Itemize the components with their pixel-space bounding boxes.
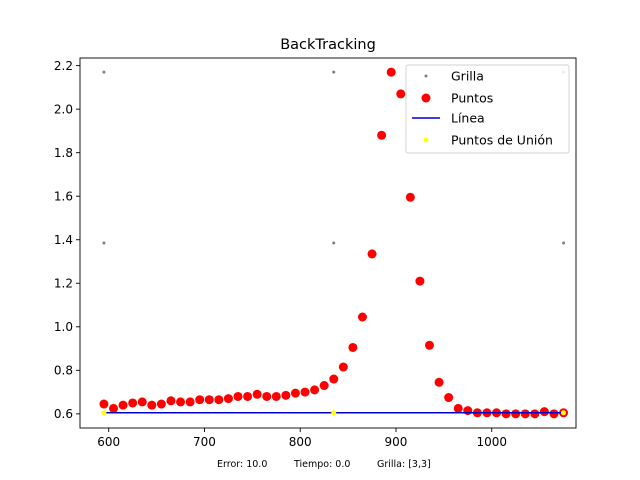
y-tick-label: 2.2 <box>54 59 73 73</box>
point-puntos <box>109 403 119 413</box>
point-puntos <box>252 389 262 399</box>
y-axis: 0.6 0.8 1.0 1.2 1.4 1.6 1.8 2.0 2.2 <box>54 59 80 421</box>
point-puntos-de-union <box>331 410 337 416</box>
point-puntos <box>415 276 425 286</box>
point-puntos <box>396 89 406 99</box>
point-puntos <box>156 399 166 409</box>
point-puntos <box>118 400 128 410</box>
point-puntos <box>223 394 233 404</box>
y-tick-label: 1.0 <box>54 320 73 334</box>
point-puntos <box>99 399 109 409</box>
y-tick-label: 0.6 <box>54 407 73 421</box>
y-tick-label: 1.2 <box>54 277 73 291</box>
footer-stats: Error: 10.0 Tiempo: 0.0 Grilla: [3,3] <box>217 459 431 470</box>
point-puntos <box>319 381 329 391</box>
x-axis: 600 700 800 900 1000 <box>97 428 507 449</box>
point-puntos <box>204 395 214 405</box>
legend-marker-puntos-union <box>423 137 429 143</box>
footer-grilla: Grilla: [3,3] <box>377 459 431 470</box>
point-puntos <box>348 342 358 352</box>
legend-label-linea: Línea <box>451 111 485 126</box>
point-puntos <box>147 400 157 410</box>
point-puntos <box>185 397 195 407</box>
y-tick-label: 1.8 <box>54 146 73 160</box>
legend-box <box>405 64 570 154</box>
point-puntos <box>367 249 377 259</box>
point-puntos <box>128 398 138 408</box>
legend-label-grilla: Grilla <box>451 69 484 84</box>
point-puntos <box>233 391 243 401</box>
x-tick-label: 800 <box>289 435 312 449</box>
point-puntos <box>453 403 463 413</box>
point-puntos <box>281 390 291 400</box>
point-puntos <box>530 409 540 419</box>
point-grilla <box>562 241 566 245</box>
point-puntos <box>262 391 272 401</box>
x-tick-label: 700 <box>193 435 216 449</box>
point-puntos-de-union <box>101 410 107 416</box>
point-puntos <box>539 407 549 417</box>
chart-title: BackTracking <box>280 37 376 53</box>
point-puntos <box>214 395 224 405</box>
legend-marker-puntos <box>421 93 431 103</box>
point-grilla <box>102 70 106 74</box>
point-puntos <box>405 192 415 202</box>
legend-marker-grilla <box>424 74 428 78</box>
legend: Grilla Puntos Línea Puntos de Unión <box>405 64 570 154</box>
point-puntos <box>463 406 473 416</box>
x-tick-label: 600 <box>97 435 120 449</box>
point-puntos <box>290 388 300 398</box>
point-puntos <box>176 397 186 407</box>
plot-area <box>99 67 569 419</box>
point-puntos <box>271 391 281 401</box>
point-puntos <box>424 340 434 350</box>
footer-error: Error: 10.0 <box>217 459 267 470</box>
point-puntos <box>386 67 396 77</box>
y-tick-label: 0.8 <box>54 364 73 378</box>
point-puntos <box>501 409 511 419</box>
point-puntos <box>357 312 367 322</box>
point-puntos <box>137 397 147 407</box>
point-puntos <box>434 377 444 387</box>
x-tick-label: 900 <box>385 435 408 449</box>
x-tick-label: 1000 <box>476 435 507 449</box>
legend-label-puntos-union: Puntos de Unión <box>451 133 553 148</box>
point-grilla <box>332 70 336 74</box>
point-puntos-de-union <box>561 410 567 416</box>
y-tick-label: 2.0 <box>54 102 73 116</box>
point-grilla <box>332 241 336 245</box>
point-puntos <box>243 391 253 401</box>
point-puntos <box>549 409 559 419</box>
point-puntos <box>166 396 176 406</box>
y-tick-label: 1.4 <box>54 233 73 247</box>
point-grilla <box>102 241 106 245</box>
point-puntos <box>338 362 348 372</box>
point-puntos <box>310 385 320 395</box>
footer-tiempo: Tiempo: 0.0 <box>293 459 350 470</box>
point-puntos <box>195 395 205 405</box>
point-puntos <box>444 393 454 403</box>
point-puntos <box>329 374 339 384</box>
point-puntos <box>377 130 387 140</box>
point-puntos <box>520 409 530 419</box>
legend-label-puntos: Puntos <box>451 91 493 106</box>
y-tick-label: 1.6 <box>54 190 73 204</box>
point-puntos <box>511 409 521 419</box>
point-puntos <box>300 387 310 397</box>
axes-frame <box>79 57 577 429</box>
